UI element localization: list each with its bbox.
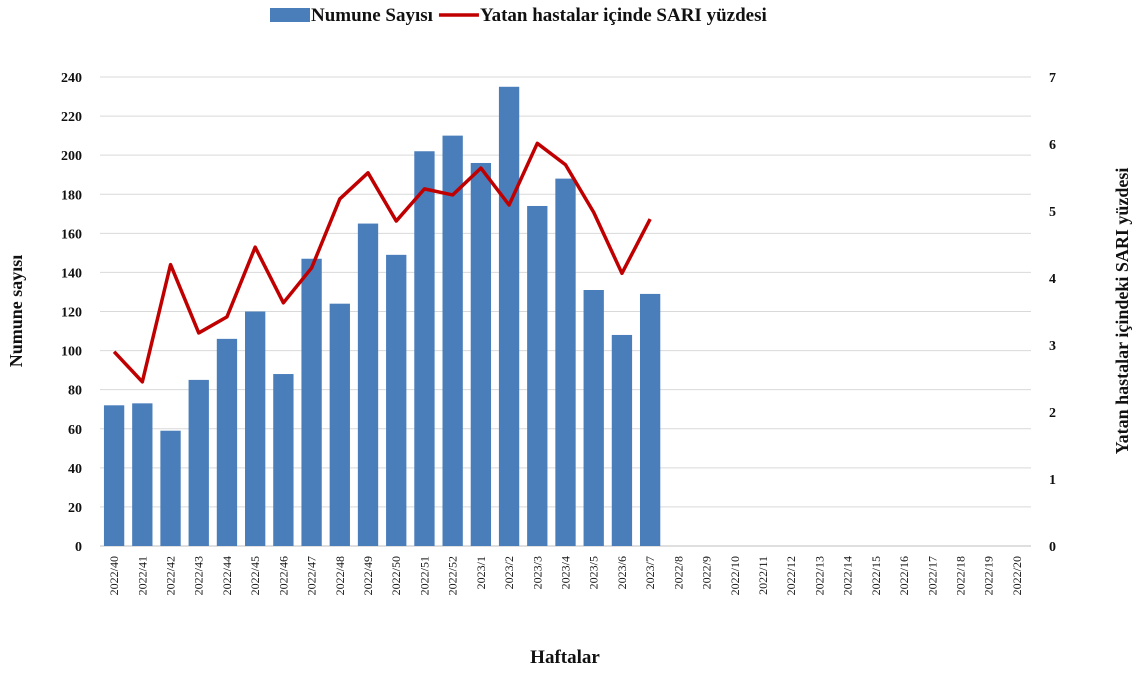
y-tick-label: 40 <box>68 462 82 477</box>
bar <box>132 403 153 546</box>
bar <box>188 379 209 546</box>
y-tick-label: 120 <box>61 306 82 321</box>
x-tick-label: 2022/49 <box>361 556 375 595</box>
bar <box>103 405 125 546</box>
x-tick-label: 2023/7 <box>643 556 657 589</box>
x-tick-label: 2022/43 <box>192 556 206 595</box>
bar <box>386 254 407 546</box>
y-tick-label: 80 <box>68 384 82 399</box>
y-tick-label: 140 <box>61 266 82 281</box>
bar <box>555 178 576 546</box>
bar <box>442 135 463 546</box>
x-tick-label: 2022/47 <box>305 556 319 595</box>
bar <box>498 86 520 546</box>
legend-label: Numune Sayısı <box>311 5 433 26</box>
y2-tick-label: 3 <box>1049 339 1056 354</box>
x-tick-label: 2022/8 <box>671 556 685 589</box>
x-tick-label: 2022/41 <box>135 556 149 595</box>
bar <box>245 311 266 546</box>
y2-tick-label: 4 <box>1049 272 1056 287</box>
x-tick-label: 2022/18 <box>953 556 967 595</box>
y2-tick-label: 1 <box>1049 473 1056 488</box>
x-tick-label: 2022/44 <box>220 556 234 595</box>
y-tick-label: 0 <box>75 540 82 555</box>
x-tick-label: 2022/16 <box>897 556 911 595</box>
y-tick-label: 240 <box>61 71 82 86</box>
y-tick-label: 60 <box>68 423 82 438</box>
legend-swatch <box>270 8 310 22</box>
y2-tick-label: 7 <box>1049 71 1056 86</box>
bar <box>639 293 661 546</box>
bar <box>527 205 548 546</box>
x-tick-label: 2022/40 <box>107 556 121 595</box>
x-tick-label: 2022/19 <box>982 556 996 595</box>
bar <box>583 290 604 546</box>
y-tick-label: 20 <box>68 501 82 516</box>
x-tick-label: 2022/52 <box>446 556 460 595</box>
bar <box>357 223 379 546</box>
x-tick-label: 2023/3 <box>530 556 544 589</box>
x-tick-label: 2022/9 <box>700 556 714 589</box>
x-tick-label: 2022/42 <box>164 556 178 595</box>
x-tick-label: 2023/1 <box>474 556 488 589</box>
x-tick-label: 2022/12 <box>784 556 798 595</box>
y2-tick-label: 5 <box>1049 205 1056 220</box>
x-tick-label: 2022/17 <box>925 556 939 595</box>
y2-tick-label: 6 <box>1049 138 1056 153</box>
y2-axis-title: Yatan hastalar içindeki SARI yüzdesi <box>1112 168 1132 455</box>
y-tick-label: 180 <box>61 188 82 203</box>
y-tick-label: 220 <box>61 110 82 125</box>
y-tick-label: 200 <box>61 149 82 164</box>
bar <box>160 430 181 546</box>
x-tick-label: 2022/48 <box>333 556 347 595</box>
x-tick-label: 2022/14 <box>841 556 855 595</box>
line <box>112 141 652 384</box>
y2-tick-label: 0 <box>1049 540 1056 555</box>
y2-tick-label: 2 <box>1049 406 1056 421</box>
bar <box>329 303 350 546</box>
x-tick-label: 2022/13 <box>812 556 826 595</box>
x-tick-label: 2023/4 <box>559 556 573 589</box>
x-tick-label: 2022/10 <box>728 556 742 595</box>
y-axis-title: Numune sayısı <box>6 255 26 368</box>
x-tick-label: 2022/46 <box>276 556 290 595</box>
x-tick-label: 2022/45 <box>248 556 262 595</box>
y-tick-label: 160 <box>61 227 82 242</box>
bar <box>611 334 633 546</box>
bar <box>301 258 322 546</box>
x-tick-label: 2023/6 <box>615 556 629 589</box>
x-tick-label: 2023/2 <box>502 556 516 589</box>
y-tick-label: 100 <box>61 345 82 360</box>
legend-label: Yatan hastalar içinde SARI yüzdesi <box>480 5 767 26</box>
bar <box>273 374 294 546</box>
x-tick-label: 2023/5 <box>587 556 601 589</box>
x-tick-label: 2022/20 <box>1010 556 1024 595</box>
x-tick-label: 2022/11 <box>756 556 770 595</box>
x-tick-label: 2022/50 <box>389 556 403 595</box>
x-axis-title: Haftalar <box>530 647 600 668</box>
x-tick-label: 2022/51 <box>417 556 431 595</box>
x-tick-label: 2022/15 <box>869 556 883 595</box>
bar <box>216 338 238 546</box>
bar <box>470 162 492 546</box>
bar <box>414 151 435 546</box>
